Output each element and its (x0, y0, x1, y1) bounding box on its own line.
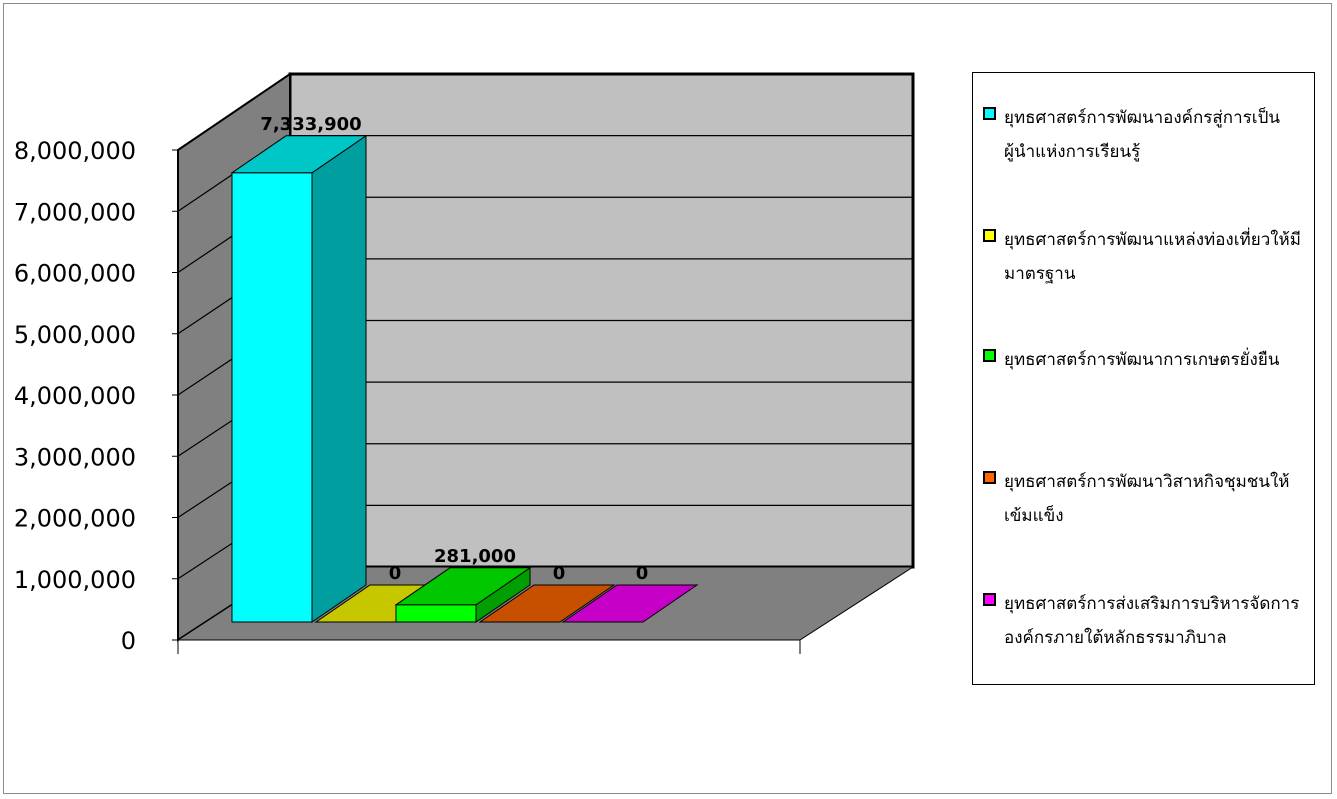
bar-side-face (311, 134, 367, 623)
y-tick-label: 0 (121, 627, 136, 655)
legend-label: ยุทธศาสตร์การพัฒนาแหล่งท่องเที่ยวให้มีมา… (1004, 230, 1301, 284)
bar (230, 134, 368, 623)
legend-item: ยุทธศาสตร์การพัฒนาวิสาหกิจชุมชนให้เข้มแข… (983, 465, 1308, 533)
legend: ยุทธศาสตร์การพัฒนาองค์กรสู่การเป็นผู้นำแ… (972, 72, 1315, 685)
legend-swatch-icon (983, 471, 996, 484)
bar-front-face (395, 604, 477, 623)
bar (561, 584, 699, 623)
legend-item: ยุทธศาสตร์การพัฒนาองค์กรสู่การเป็นผู้นำแ… (983, 101, 1308, 169)
legend-label: ยุทธศาสตร์การพัฒนาองค์กรสู่การเป็นผู้นำแ… (1004, 108, 1281, 162)
y-tick-label: 4,000,000 (14, 382, 136, 410)
gridline (177, 73, 913, 151)
y-tick-label: 8,000,000 (14, 137, 136, 165)
bar-front-face (231, 172, 313, 623)
bars (230, 134, 699, 623)
legend-swatch-icon (983, 107, 996, 120)
data-label: 0 (636, 563, 649, 584)
legend-swatch-icon (983, 229, 996, 242)
legend-swatch-icon (983, 349, 996, 362)
y-tick-label: 7,000,000 (14, 198, 136, 226)
data-labels: 7,333,900 0 281,000 0 0 (260, 114, 648, 584)
y-tick-label: 6,000,000 (14, 260, 136, 288)
y-tick-label: 1,000,000 (14, 566, 136, 594)
legend-label: ยุทธศาสตร์การส่งเสริมการบริหารจัดการองค์… (1004, 594, 1300, 648)
bar-top-face (394, 567, 532, 606)
y-tick-label: 3,000,000 (14, 443, 136, 471)
data-label: 0 (389, 563, 402, 584)
data-label: 0 (553, 563, 566, 584)
bar-top-face (230, 135, 368, 174)
legend-label: ยุทธศาสตร์การพัฒนาการเกษตรยั่งยืน (1004, 350, 1280, 370)
y-tick-label: 2,000,000 (14, 505, 136, 533)
y-tick-label: 5,000,000 (14, 321, 136, 349)
bar (394, 566, 532, 623)
value-axis: 0 1,000,000 2,000,000 3,000,000 4,000,000 5,0… (14, 137, 801, 655)
legend-item: ยุทธศาสตร์การส่งเสริมการบริหารจัดการองค์… (983, 587, 1308, 655)
data-label: 281,000 (434, 546, 516, 567)
bar (478, 584, 616, 623)
bar-top-face (478, 584, 616, 623)
legend-item: ยุทธศาสตร์การพัฒนาแหล่งท่องเที่ยวให้มีมา… (983, 223, 1308, 291)
bar-top-face (561, 584, 699, 623)
legend-label: ยุทธศาสตร์การพัฒนาวิสาหกิจชุมชนให้เข้มแข… (1004, 472, 1290, 526)
data-label: 7,333,900 (260, 114, 361, 135)
legend-swatch-icon (983, 593, 996, 606)
legend-item: ยุทธศาสตร์การพัฒนาการเกษตรยั่งยืน (983, 343, 1308, 377)
